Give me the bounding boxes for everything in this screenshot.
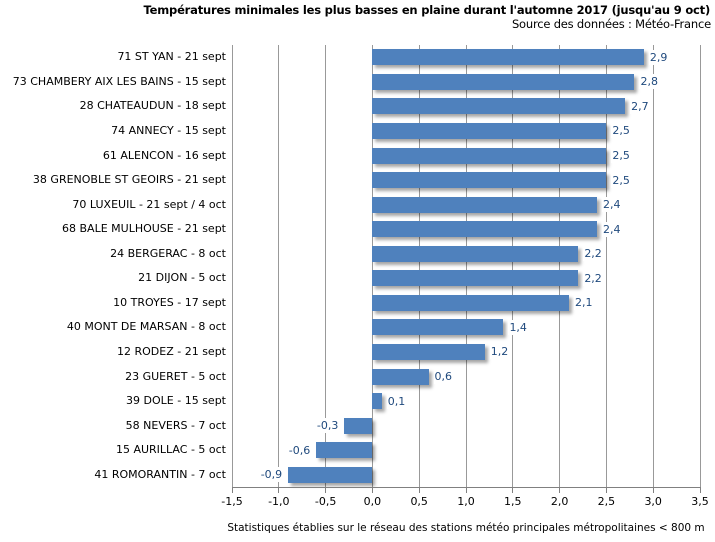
x-tick-label: 1,5 (504, 495, 522, 508)
x-tick-label: -1,0 (268, 495, 290, 508)
bar (372, 49, 644, 66)
value-label: -0,9 (259, 467, 284, 483)
category-label: 28 CHATEAUDUN - 18 sept (79, 99, 226, 113)
bar (372, 221, 598, 238)
x-axis-tick (231, 488, 233, 493)
x-axis-tick (699, 488, 701, 493)
gridline (371, 45, 373, 487)
value-label: 1,4 (508, 319, 528, 335)
category-label: 61 ALENCON - 16 sept (102, 148, 226, 162)
footer-note: Statistiques établies sur le réseau des … (227, 522, 705, 534)
gridline (278, 45, 280, 487)
x-axis-tick (371, 488, 373, 493)
category-label: 71 ST YAN - 21 sept (117, 50, 226, 64)
category-label: 39 DOLE - 15 sept (126, 394, 226, 408)
gridline (652, 45, 654, 487)
category-label: 73 CHAMBERY AIX LES BAINS - 15 sept (12, 74, 226, 88)
category-label: 38 GRENOBLE ST GEOIRS - 21 sept (32, 173, 226, 187)
x-axis-line (232, 487, 701, 488)
value-label: 2,5 (611, 172, 631, 188)
x-axis-tick (559, 488, 561, 493)
value-label: 2,2 (583, 246, 603, 262)
bar (372, 270, 579, 287)
bar (372, 196, 598, 213)
bar (372, 294, 569, 311)
value-label: 2,1 (573, 295, 594, 311)
x-tick-label: 1,0 (457, 495, 475, 508)
bar (344, 417, 373, 434)
value-label: 2,5 (611, 148, 631, 163)
value-label: -0,3 (315, 418, 340, 434)
x-axis-tick (465, 488, 467, 493)
value-label: 2,4 (602, 197, 622, 213)
bar (372, 172, 607, 189)
category-label: 68 BALE MULHOUSE - 21 sept (62, 222, 226, 236)
bar (372, 393, 382, 410)
category-label: 41 ROMORANTIN - 7 oct (94, 467, 226, 481)
category-label: 74 ANNECY - 15 sept (111, 123, 226, 137)
value-label: 2,2 (583, 270, 603, 286)
x-tick-label: -0,5 (314, 495, 337, 508)
bar (372, 147, 607, 164)
bar (372, 98, 626, 115)
value-label: 0,6 (433, 369, 454, 384)
category-label: 24 BERGERAC - 8 oct (110, 246, 226, 260)
bar (316, 442, 373, 459)
x-axis-tick (512, 488, 514, 493)
bar (372, 122, 607, 139)
value-label: 2,9 (648, 49, 669, 65)
x-tick-label: 3,0 (644, 495, 662, 508)
x-tick-label: 2,5 (597, 495, 616, 508)
x-axis-tick (652, 488, 654, 493)
category-label: 70 LUXEUIL - 21 sept / 4 oct (72, 197, 226, 211)
value-label: 2,4 (602, 221, 622, 237)
value-label: -0,6 (287, 442, 312, 458)
category-label: 21 DIJON - 5 oct (138, 271, 226, 285)
x-tick-label: 0,5 (410, 495, 428, 508)
bar (372, 368, 429, 385)
gridline (559, 45, 561, 487)
bar (372, 319, 504, 336)
gridline (231, 45, 233, 487)
value-label: 2,8 (639, 74, 659, 90)
gridline (418, 45, 420, 487)
bar (372, 245, 579, 262)
x-tick-label: 0,0 (363, 495, 382, 508)
x-axis-tick (418, 488, 420, 493)
value-label: 2,5 (611, 123, 631, 139)
x-tick-label: 3,5 (691, 495, 709, 508)
value-label: 1,2 (489, 344, 510, 360)
x-tick-label: 2,0 (550, 495, 569, 508)
category-label: 12 RODEZ - 21 sept (116, 344, 226, 358)
category-label: 40 MONT DE MARSAN - 8 oct (66, 320, 226, 334)
gridline (605, 45, 607, 487)
bar (288, 466, 373, 483)
category-label: 58 NEVERS - 7 oct (125, 418, 226, 432)
value-label: 0,1 (386, 393, 407, 409)
category-label: 10 TROYES - 17 sept (113, 295, 226, 309)
gridline (699, 45, 701, 487)
category-label: 15 AURILLAC - 5 oct (115, 443, 226, 457)
gridline (512, 45, 514, 487)
chart-subtitle: Source des données : Météo-France (511, 17, 711, 31)
gridline (325, 45, 327, 487)
bar (372, 343, 485, 360)
bar (372, 73, 635, 90)
x-axis-tick (278, 488, 280, 493)
category-label: 23 GUERET - 5 oct (125, 369, 226, 383)
x-tick-label: -1,5 (221, 495, 243, 508)
gridline (465, 45, 467, 487)
x-axis-tick (325, 488, 327, 493)
value-label: 2,7 (630, 98, 650, 114)
chart-title: Températures minimales les plus basses e… (143, 3, 711, 17)
x-axis-tick (605, 488, 607, 493)
